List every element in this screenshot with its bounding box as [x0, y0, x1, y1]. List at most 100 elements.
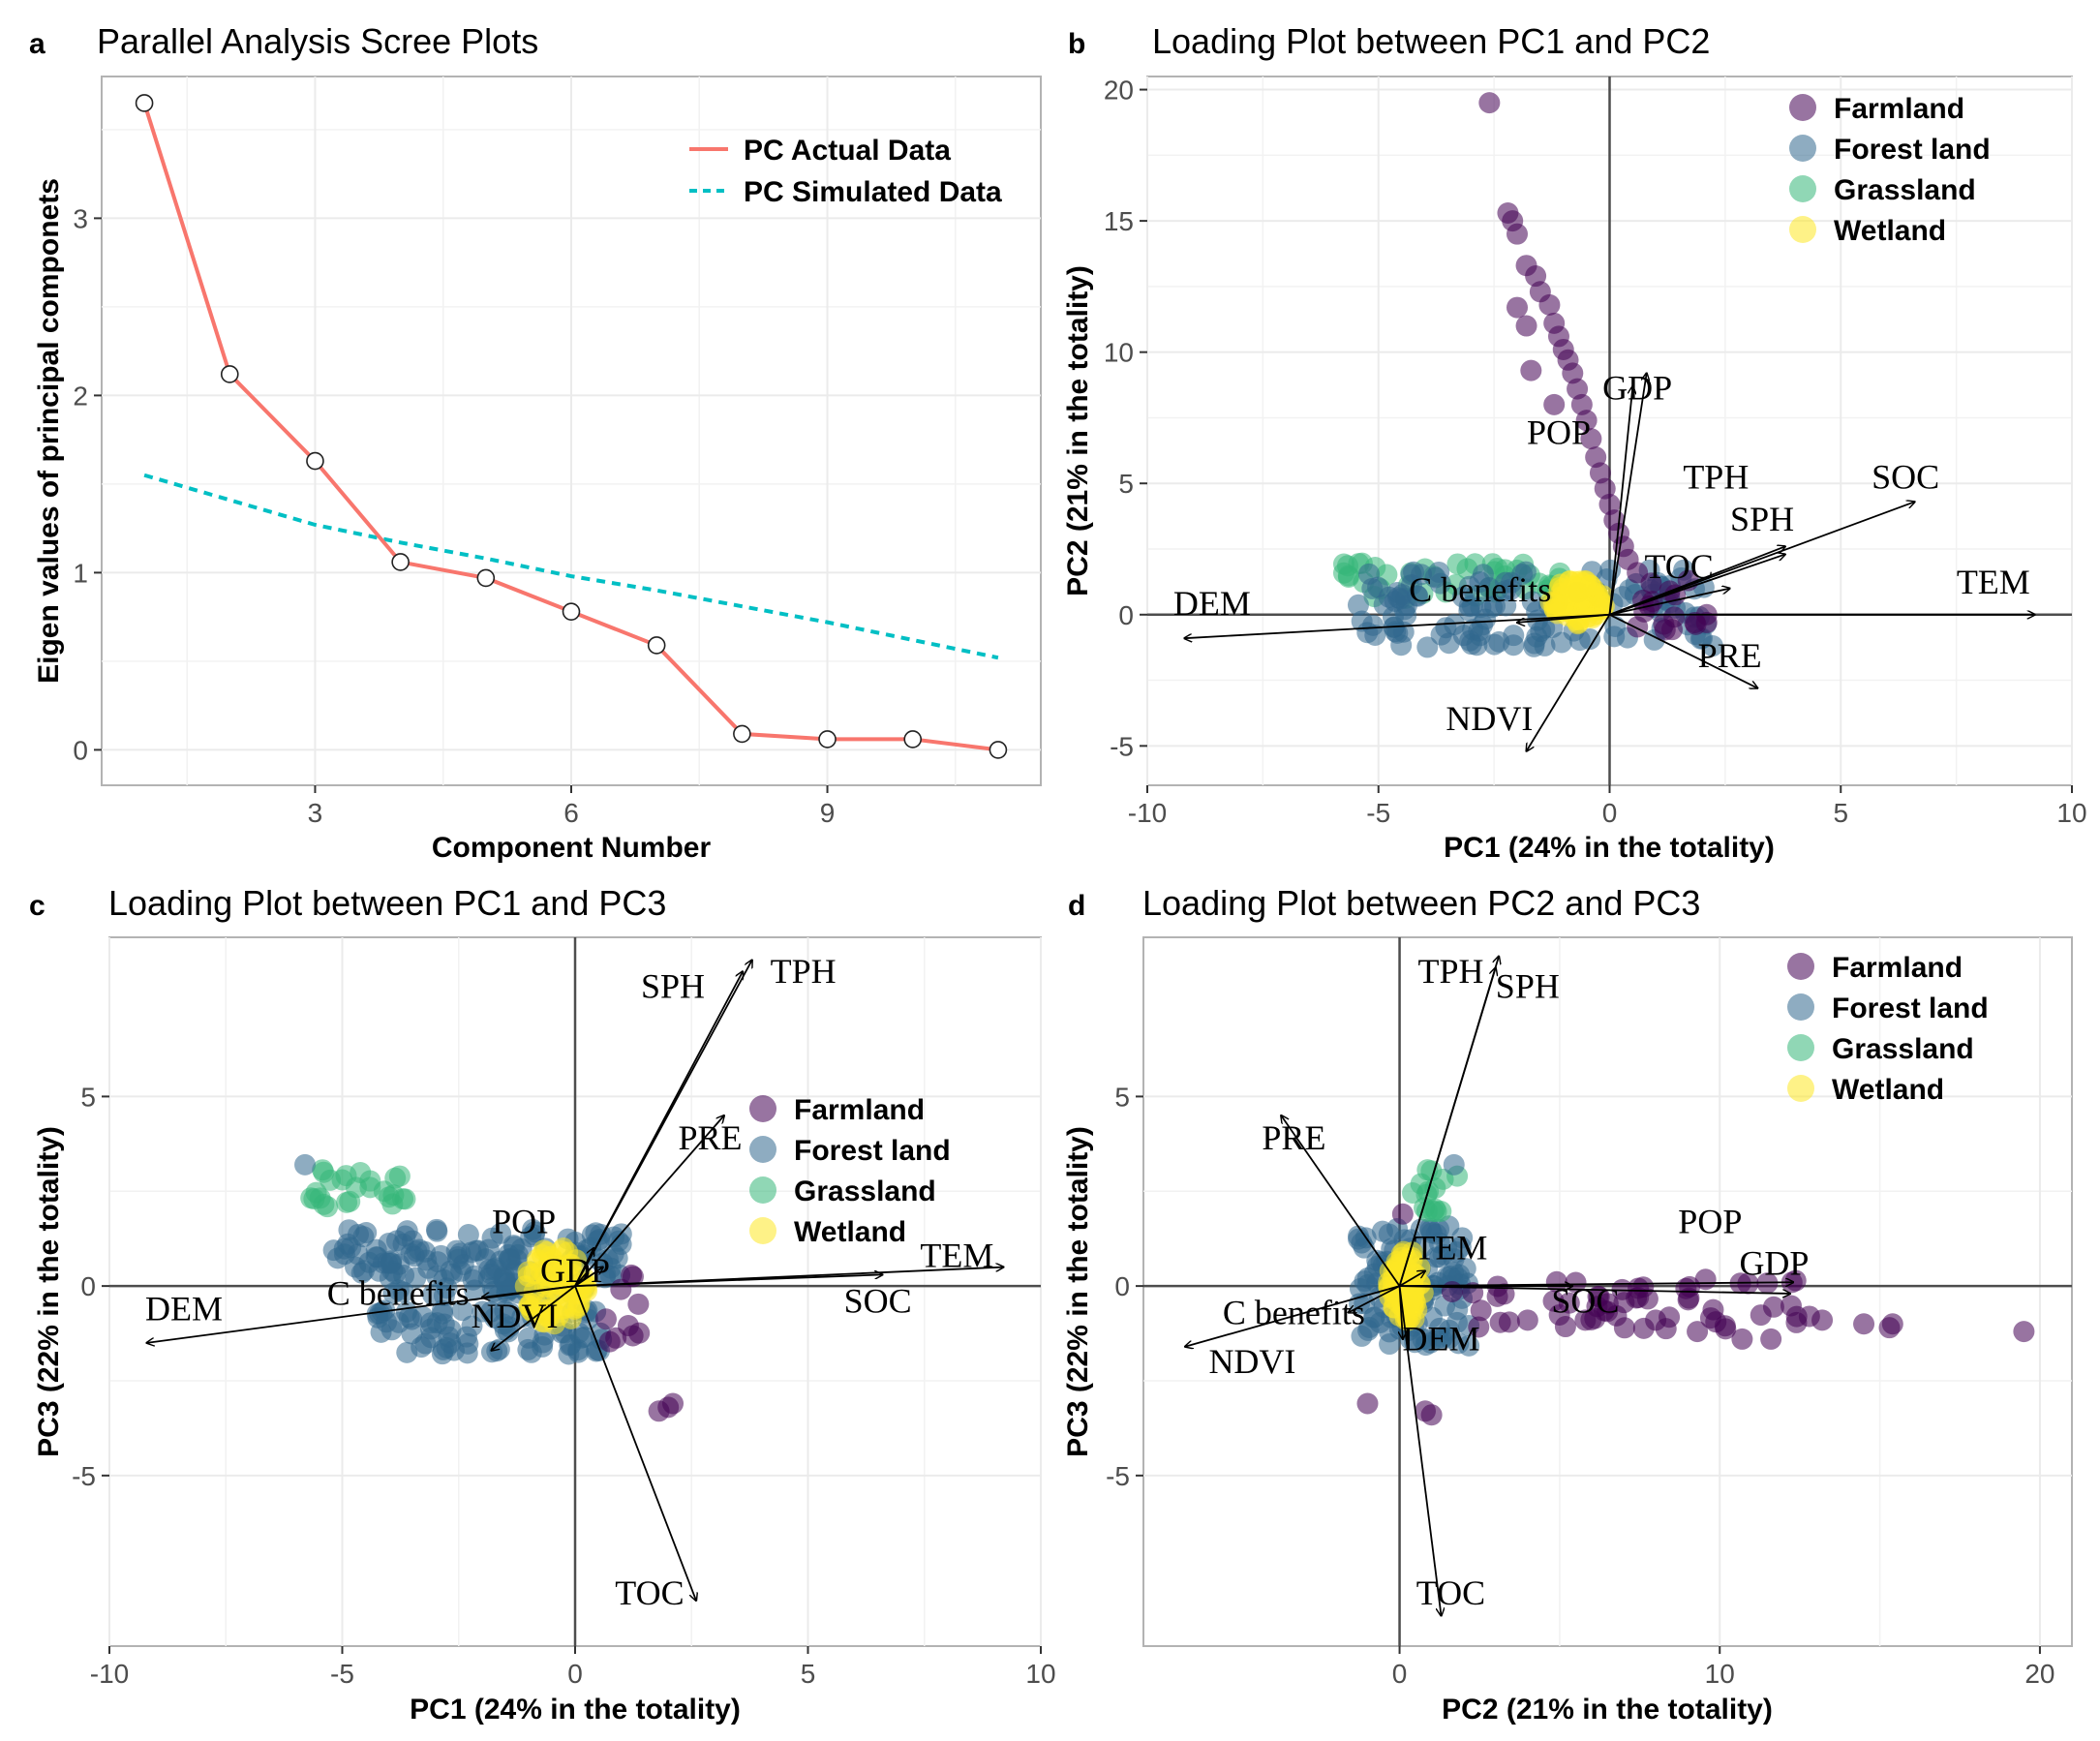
point-farmland: [1694, 1268, 1717, 1291]
legend-swatch-farmland: [749, 1095, 776, 1122]
point-grassland: [313, 1161, 335, 1183]
point-forest-land: [456, 1326, 478, 1348]
actual-data-point: [306, 451, 324, 471]
panel-d-loading-arrows: [1185, 957, 1793, 1616]
arrow-label: SPH: [1730, 500, 1794, 538]
loading-arrow-pre: [574, 1115, 724, 1287]
legend-label: Grassland: [794, 1176, 936, 1207]
point-farmland: [1695, 611, 1718, 633]
point-farmland: [662, 1392, 685, 1415]
y-tick-label: 5: [80, 1082, 96, 1112]
point-forest-land: [1379, 1333, 1401, 1356]
arrow-label: POP: [1527, 413, 1591, 452]
panel-c: c Loading Plot between PC1 and PC3 -10 -5…: [29, 883, 1056, 1726]
point-farmland: [1594, 1299, 1616, 1322]
x-tick-label: 6: [563, 798, 579, 828]
loading-arrow-c-benefits: [1349, 1285, 1400, 1312]
panel-b: b Loading Plot between PC1 and PC2 -10 -5…: [1062, 21, 2087, 864]
panel-d-letter: d: [1068, 890, 1085, 922]
point-grassland: [1336, 555, 1358, 577]
point-forest-land: [1390, 634, 1413, 657]
point-forest-land: [440, 1260, 462, 1282]
panel-b-ticks: -10 -5 0 5 10 -5 0 5 10 15 20: [1104, 76, 2087, 828]
point-forest-land: [1550, 631, 1572, 654]
arrow-label: C benefits: [327, 1274, 470, 1313]
panel-c-title: Loading Plot between PC1 and PC3: [108, 883, 666, 923]
panel-a-x-label: Component Number: [432, 832, 712, 864]
legend-swatch-forest-land: [1789, 135, 1816, 162]
actual-data-point: [220, 365, 239, 383]
point-forest-land: [1458, 1334, 1480, 1357]
arrow-label: SPH: [1496, 967, 1560, 1006]
panel-d-title: Loading Plot between PC2 and PC3: [1142, 883, 1700, 923]
panel-d-y-label: PC3 (22% in the totality): [1062, 1126, 1094, 1457]
arrow-label: NDVI: [471, 1297, 558, 1335]
arrow-label: SOC: [844, 1282, 912, 1321]
x-tick-label: -5: [1366, 798, 1390, 828]
loading-arrow-gdp: [574, 1268, 603, 1287]
point-grassland: [1446, 553, 1469, 575]
point-forest-land: [520, 1226, 542, 1248]
point-forest-land: [384, 1263, 407, 1285]
point-farmland: [1687, 1321, 1709, 1343]
point-farmland: [1515, 315, 1537, 337]
point-farmland: [1574, 1309, 1597, 1331]
panel-b-x-label: PC1 (24% in the totality): [1444, 832, 1775, 864]
legend-swatch-farmland: [1787, 953, 1814, 980]
point-forest-land: [472, 1300, 494, 1323]
x-tick-label: -5: [330, 1659, 354, 1689]
legend-label: Wetland: [1834, 215, 1946, 247]
point-forest-land: [1523, 635, 1545, 657]
arrow-label: NDVI: [1446, 699, 1533, 738]
point-forest-land: [1347, 594, 1369, 616]
loading-arrow-tph: [574, 960, 752, 1287]
point-forest-land: [462, 1268, 484, 1291]
point-forest-land: [406, 1240, 428, 1263]
point-farmland: [1542, 1290, 1565, 1312]
loading-arrow-pop: [1608, 386, 1633, 615]
arrow-label: SOC: [1551, 1282, 1619, 1321]
point-forest-land: [426, 1220, 448, 1242]
arrow-label: NDVI: [1208, 1342, 1295, 1381]
x-tick-label: -10: [1128, 798, 1167, 828]
point-farmland: [621, 1264, 643, 1286]
legend-label: Forest land: [1832, 993, 1989, 1024]
loading-arrow-pre: [1609, 613, 1758, 688]
panel-a-y-label: Eigen values of principal componets: [33, 178, 65, 684]
actual-data-point: [391, 553, 410, 571]
point-farmland: [1538, 293, 1561, 316]
y-tick-label: -5: [1110, 731, 1134, 761]
point-grassland: [392, 1188, 414, 1210]
arrow-label: POP: [1678, 1202, 1742, 1240]
point-wetland: [1549, 573, 1571, 596]
panel-b-loading-arrows: [1184, 373, 2035, 750]
arrow-label: SPH: [641, 967, 705, 1006]
panel-b-y-label: PC2 (21% in the totality): [1062, 265, 1094, 596]
point-forest-land: [370, 1321, 392, 1343]
point-forest-land: [1364, 624, 1386, 646]
loading-arrow-toc: [574, 1285, 696, 1601]
panel-b-letter: b: [1068, 28, 1085, 60]
point-farmland: [1441, 1280, 1463, 1302]
y-tick-label: 2: [73, 381, 88, 411]
point-forest-land: [477, 1238, 500, 1261]
point-farmland: [1853, 1313, 1875, 1335]
legend-swatch-wetland: [1787, 1075, 1814, 1102]
loading-arrow-pop: [1399, 1285, 1790, 1294]
x-tick-label: -10: [90, 1659, 129, 1689]
point-forest-land: [1472, 564, 1494, 586]
point-forest-land: [1451, 1227, 1474, 1249]
y-tick-label: 20: [1104, 76, 1134, 106]
point-wetland: [1591, 592, 1613, 614]
point-farmland: [1878, 1317, 1901, 1339]
point-farmland: [1554, 1316, 1576, 1338]
point-farmland: [1737, 1272, 1759, 1295]
point-forest-land: [432, 1338, 454, 1360]
panel-a-markers: [135, 94, 1008, 759]
point-forest-land: [1470, 596, 1492, 619]
loading-arrow-dem: [1184, 613, 1610, 638]
actual-data-point: [733, 724, 751, 744]
